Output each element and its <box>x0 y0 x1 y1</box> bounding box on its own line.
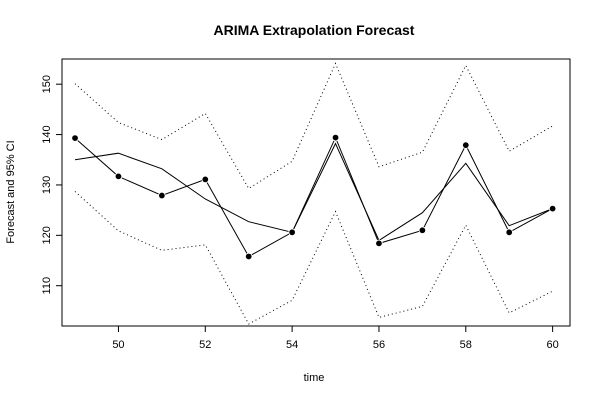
observed-point <box>505 228 513 236</box>
plot-frame <box>61 58 571 327</box>
y-tick-label: 150 <box>41 75 53 93</box>
observed-point <box>548 204 557 213</box>
x-tick-label: 54 <box>286 339 298 351</box>
y-axis-label: Forecast and 95% CI <box>5 140 17 243</box>
observed-point <box>375 239 383 248</box>
y-tick-label: 140 <box>41 125 53 143</box>
x-tick-label: 52 <box>199 339 211 351</box>
plot-area: 50 52 54 56 58 60 110 120 130 140 150 <box>41 58 571 351</box>
y-tick-label: 120 <box>41 226 53 244</box>
observed-point <box>71 134 79 142</box>
y-tick-label: 110 <box>41 277 53 295</box>
lower-ci-line <box>74 191 553 325</box>
upper-ci-line <box>74 62 553 190</box>
observed-line <box>74 136 553 258</box>
x-tick-label: 56 <box>373 339 385 351</box>
observed-point <box>418 226 427 234</box>
observed-point <box>201 175 209 184</box>
x-tick-label: 50 <box>112 339 124 351</box>
observed-point <box>245 252 253 261</box>
y-tick-label: 130 <box>41 176 53 194</box>
chart-title: ARIMA Extrapolation Forecast <box>214 22 415 38</box>
observed-point <box>288 228 296 236</box>
x-axis-label: time <box>304 372 325 384</box>
forecast-line <box>74 142 553 242</box>
x-tick-label: 60 <box>547 339 559 351</box>
observed-point <box>462 141 470 149</box>
x-tick-label: 58 <box>460 339 472 351</box>
observed-point <box>331 133 340 142</box>
observed-point <box>114 172 123 181</box>
observed-point <box>158 191 166 200</box>
